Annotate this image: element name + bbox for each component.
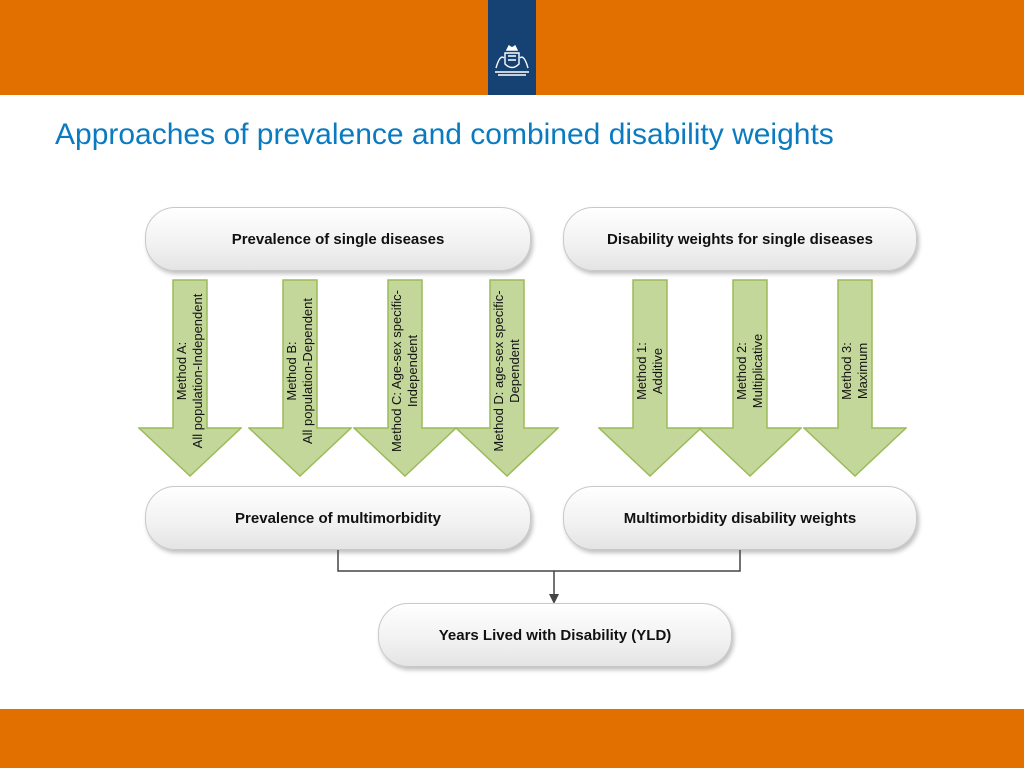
prevalence-multi-box: Prevalence of multimorbidity — [145, 486, 531, 550]
yld-box: Years Lived with Disability (YLD) — [378, 603, 732, 667]
down-arrow-icon — [248, 279, 352, 477]
weights-single-box: Disability weights for single diseases — [563, 207, 917, 271]
down-arrow-icon — [698, 279, 802, 477]
down-arrow-icon — [598, 279, 702, 477]
arrow-method-d: Method D: age-sex specific- Dependent — [455, 279, 559, 477]
method-3-label: Method 3: Maximum — [839, 342, 870, 400]
weights-multi-box: Multimorbidity disability weights — [563, 486, 917, 550]
method-b-label: Method B: All population-Dependent — [284, 298, 315, 444]
arrow-method-a: Method A: All population-Independent — [138, 279, 242, 477]
method-a-label: Method A: All population-Independent — [174, 293, 205, 449]
method-c-label: Method C: Age-sex specific- Independent — [389, 290, 420, 452]
down-arrow-icon — [138, 279, 242, 477]
method-1-label: Method 1: Additive — [634, 342, 665, 400]
prevalence-single-box: Prevalence of single diseases — [145, 207, 531, 271]
down-arrow-icon — [353, 279, 457, 477]
page-title: Approaches of prevalence and combined di… — [55, 118, 834, 151]
method-d-label: Method D: age-sex specific- Dependent — [491, 290, 522, 452]
arrow-method-b: Method B: All population-Dependent — [248, 279, 352, 477]
arrow-method-1: Method 1: Additive — [598, 279, 702, 477]
down-arrow-icon — [803, 279, 907, 477]
footer-bar — [0, 709, 1024, 768]
logo — [488, 0, 536, 95]
arrow-method-c: Method C: Age-sex specific- Independent — [353, 279, 457, 477]
arrow-method-3: Method 3: Maximum — [803, 279, 907, 477]
method-2-label: Method 2: Multiplicative — [734, 333, 765, 409]
arrow-method-2: Method 2: Multiplicative — [698, 279, 802, 477]
down-arrow-icon — [455, 279, 559, 477]
coat-of-arms-icon — [495, 44, 529, 76]
